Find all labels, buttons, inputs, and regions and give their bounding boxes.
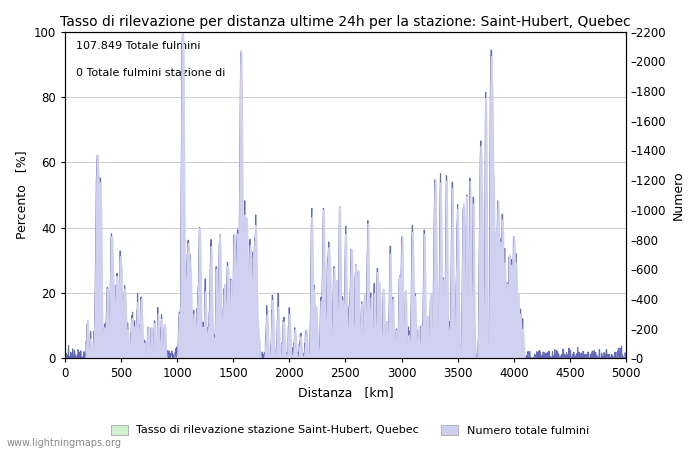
Title: Tasso di rilevazione per distanza ultime 24h per la stazione: Saint-Hubert, Queb: Tasso di rilevazione per distanza ultime… xyxy=(60,15,631,29)
Text: 107.849 Totale fulmini: 107.849 Totale fulmini xyxy=(76,41,201,51)
X-axis label: Distanza   [km]: Distanza [km] xyxy=(298,386,393,399)
Y-axis label: Percento   [%]: Percento [%] xyxy=(15,151,28,239)
Text: www.lightningmaps.org: www.lightningmaps.org xyxy=(7,438,122,448)
Legend: Tasso di rilevazione stazione Saint-Hubert, Quebec, Numero totale fulmini: Tasso di rilevazione stazione Saint-Hube… xyxy=(106,420,594,440)
Y-axis label: Numero: Numero xyxy=(672,170,685,220)
Text: 0 Totale fulmini stazione di: 0 Totale fulmini stazione di xyxy=(76,68,225,77)
